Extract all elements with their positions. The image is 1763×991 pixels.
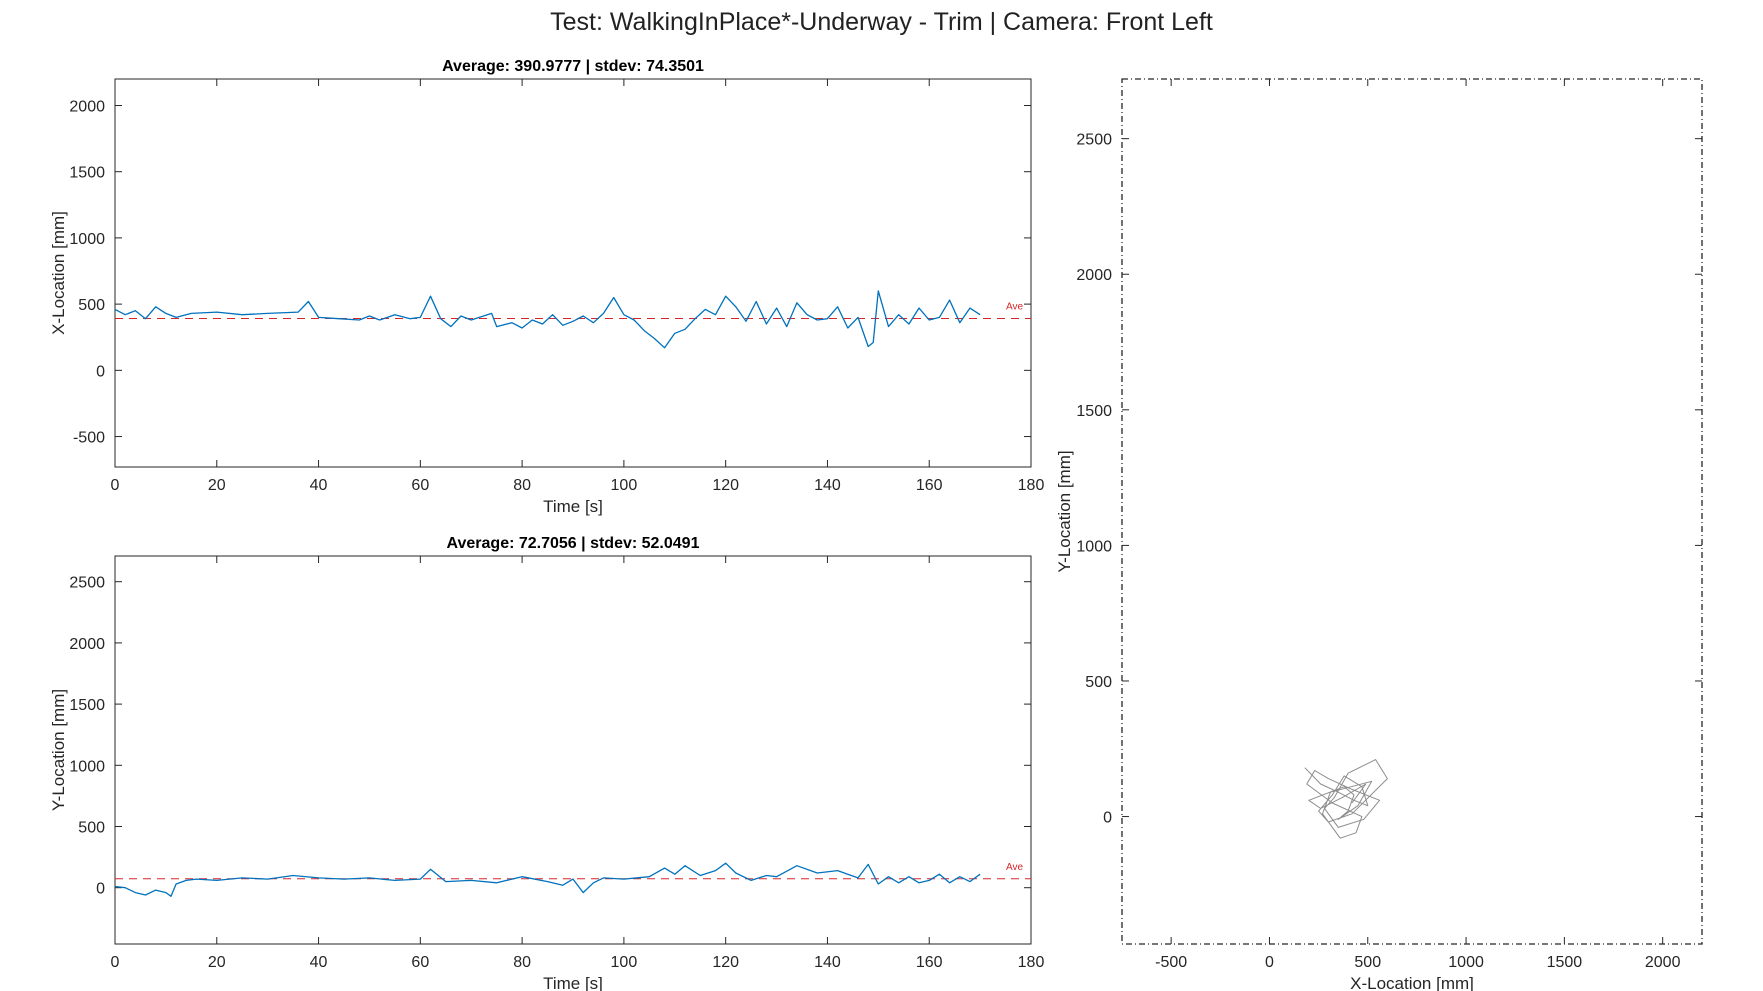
- y-tick-label: 2000: [1076, 267, 1112, 284]
- series-line-1: [114, 862, 981, 897]
- y-tick-label: 1500: [1076, 403, 1112, 420]
- x-tick-label: 0: [1265, 954, 1274, 971]
- x-axis-label: Time [s]: [543, 974, 603, 991]
- series-line-1: [1304, 759, 1388, 839]
- x-tick-label: 2000: [1645, 954, 1681, 971]
- y-tick-label: 1000: [1076, 538, 1112, 555]
- x-tick-label: 500: [1354, 954, 1381, 971]
- y-axis-label: X-Location [mm]: [49, 211, 68, 335]
- chart-panel-3: -500 0 500 1000 1500 2000 0 500 1000 1500 2000 2500…: [1055, 78, 1703, 991]
- x-tick-label: 120: [712, 477, 739, 494]
- y-tick-label: 2500: [69, 575, 105, 592]
- y-tick-label: 1000: [69, 231, 105, 248]
- y-tick-label: 0: [96, 881, 105, 898]
- y-tick-label: 0: [96, 363, 105, 380]
- x-tick-label: 160: [916, 954, 943, 971]
- x-tick-label: 0: [111, 954, 120, 971]
- x-tick-label: 20: [208, 477, 226, 494]
- y-tick-label: 1500: [69, 165, 105, 182]
- y-tick-label: 1500: [69, 697, 105, 714]
- x-tick-label: 60: [411, 954, 429, 971]
- x-tick-label: 80: [513, 954, 531, 971]
- x-tick-label: 140: [814, 954, 841, 971]
- figure-title: Test: WalkingInPlace*-Underway - Trim | …: [550, 8, 1213, 36]
- x-tick-label: 1000: [1448, 954, 1484, 971]
- axes-box: [114, 555, 1032, 945]
- y-tick-label: 1000: [69, 758, 105, 775]
- x-tick-label: 120: [712, 954, 739, 971]
- axes-box: [1121, 78, 1703, 945]
- y-tick-label: 2000: [69, 98, 105, 115]
- x-tick-label: -500: [1155, 954, 1187, 971]
- y-tick-label: 500: [1085, 674, 1112, 691]
- y-tick-label: -500: [73, 430, 105, 447]
- x-tick-label: 0: [111, 477, 120, 494]
- y-tick-label: 2000: [69, 636, 105, 653]
- x-axis-label: Time [s]: [543, 497, 603, 516]
- y-tick-label: 500: [78, 297, 105, 314]
- x-tick-label: 100: [611, 954, 638, 971]
- x-axis-label: X-Location [mm]: [1350, 974, 1474, 991]
- y-tick-label: 500: [78, 819, 105, 836]
- average-label: Ave: [1006, 302, 1023, 313]
- y-axis-label: Y-Location [mm]: [1055, 450, 1074, 572]
- panel-title: Average: 72.7056 | stdev: 52.0491: [447, 535, 700, 552]
- x-tick-label: 80: [513, 477, 531, 494]
- x-tick-label: 60: [411, 477, 429, 494]
- x-tick-label: 40: [310, 477, 328, 494]
- chart-panel-2: 0 20 40 60 80 100 120 140 160 180 0 500 1000 1500 2000…: [49, 535, 1044, 991]
- x-tick-label: 40: [310, 954, 328, 971]
- average-label: Ave: [1006, 862, 1023, 873]
- x-tick-label: 1500: [1547, 954, 1583, 971]
- series-line-1: [114, 290, 981, 349]
- x-tick-label: 20: [208, 954, 226, 971]
- x-tick-label: 160: [916, 477, 943, 494]
- chart-panel-1: 0 20 40 60 80 100 120 140 160 180 -500 0 500 1000 1500…: [49, 58, 1044, 516]
- x-tick-label: 180: [1018, 477, 1045, 494]
- x-tick-label: 180: [1018, 954, 1045, 971]
- axes-box: [114, 78, 1032, 468]
- y-tick-label: 2500: [1076, 132, 1112, 149]
- x-tick-label: 100: [611, 477, 638, 494]
- y-tick-label: 0: [1103, 810, 1112, 827]
- y-axis-label: Y-Location [mm]: [49, 689, 68, 811]
- x-tick-label: 140: [814, 477, 841, 494]
- panel-title: Average: 390.9777 | stdev: 74.3501: [442, 58, 704, 75]
